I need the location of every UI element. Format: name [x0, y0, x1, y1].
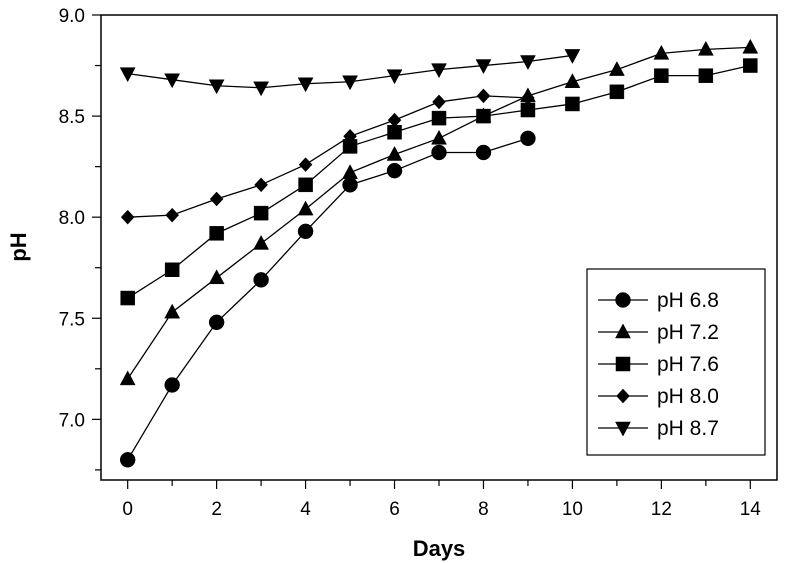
legend-label: pH 7.2	[657, 321, 719, 344]
data-point	[343, 128, 357, 144]
data-point	[698, 68, 714, 83]
data-point	[119, 452, 136, 468]
data-point	[165, 207, 179, 223]
data-point	[298, 157, 313, 172]
data-point	[208, 314, 225, 331]
data-point	[120, 290, 135, 306]
data-point	[297, 77, 314, 93]
data-point	[120, 209, 135, 225]
data-point	[297, 223, 314, 240]
data-point	[253, 272, 269, 288]
data-point	[742, 38, 759, 54]
series-ph-7-6	[120, 58, 758, 306]
data-point	[209, 191, 224, 207]
x-tick-label: 6	[389, 499, 400, 520]
data-point	[743, 58, 758, 73]
data-point	[253, 205, 269, 221]
data-point	[609, 84, 625, 100]
data-point	[520, 55, 536, 71]
x-tick-label: 8	[478, 499, 489, 520]
x-tick-label: 14	[740, 499, 762, 520]
data-point	[119, 67, 136, 83]
data-point	[475, 144, 492, 161]
data-point	[476, 108, 491, 124]
data-point	[208, 269, 225, 285]
series-layer	[119, 38, 759, 468]
data-point	[565, 96, 580, 112]
legend-marker	[616, 388, 630, 404]
data-point	[564, 73, 581, 88]
legend-marker	[615, 323, 631, 339]
data-point	[119, 370, 136, 386]
series-line	[127, 137, 529, 461]
x-tick-label: 2	[211, 499, 222, 520]
series-ph-8-0	[120, 88, 535, 225]
y-axis-title: pH	[6, 232, 31, 261]
data-point	[209, 226, 224, 241]
legend: pH 6.8 pH 7.2 pH 7.6 pH 8.0 pH 8.7	[586, 268, 766, 456]
x-tick-label: 4	[300, 499, 311, 520]
data-point	[697, 40, 714, 56]
legend-marker	[615, 292, 631, 308]
data-point	[254, 177, 268, 193]
data-point	[387, 112, 402, 128]
y-tick-label: 7.0	[59, 410, 85, 431]
x-tick-label: 0	[122, 499, 133, 520]
x-tick-label: 12	[651, 499, 672, 520]
x-tick-label: 10	[562, 499, 583, 520]
data-point	[431, 144, 447, 161]
data-point	[521, 90, 535, 106]
legend-label: pH 8.7	[657, 417, 719, 440]
data-point	[476, 88, 491, 104]
legend-label: pH 8.0	[657, 385, 719, 408]
data-point	[386, 162, 403, 179]
data-point	[608, 61, 625, 76]
y-axis: 7.0 7.5 8.0 8.5 9.0	[59, 6, 101, 471]
data-point	[164, 377, 180, 393]
data-point	[164, 262, 180, 277]
y-tick-label: 8.0	[59, 208, 85, 229]
legend-label: pH 7.6	[657, 353, 719, 376]
series-line	[127, 95, 528, 218]
x-axis: 0 2 4 6 8 10 12 14	[122, 480, 761, 520]
y-tick-label: 8.5	[59, 107, 85, 128]
data-point	[164, 303, 181, 319]
x-axis-title: Days	[413, 536, 466, 561]
legend-marker	[615, 421, 631, 437]
data-point	[431, 129, 447, 145]
data-point	[432, 94, 446, 110]
data-point	[208, 79, 225, 95]
data-point	[520, 130, 536, 147]
legend-marker	[615, 356, 631, 372]
data-point	[342, 177, 358, 193]
data-point	[297, 200, 314, 216]
data-point	[431, 63, 447, 79]
data-point	[342, 75, 358, 91]
data-point	[386, 145, 403, 161]
data-point	[164, 73, 181, 89]
data-point	[475, 59, 492, 75]
legend-label: pH 6.8	[657, 289, 719, 312]
data-point	[253, 234, 270, 250]
series-ph-6-8	[119, 130, 536, 468]
data-point	[653, 44, 670, 60]
data-point	[253, 81, 270, 97]
data-point	[431, 110, 447, 126]
y-tick-label: 9.0	[59, 6, 85, 27]
series-ph-8-7	[119, 49, 581, 97]
data-point	[654, 68, 669, 83]
data-point	[386, 69, 403, 85]
data-point	[564, 49, 581, 64]
data-point	[342, 164, 358, 179]
y-tick-label: 7.5	[59, 309, 85, 330]
data-point	[298, 177, 313, 193]
